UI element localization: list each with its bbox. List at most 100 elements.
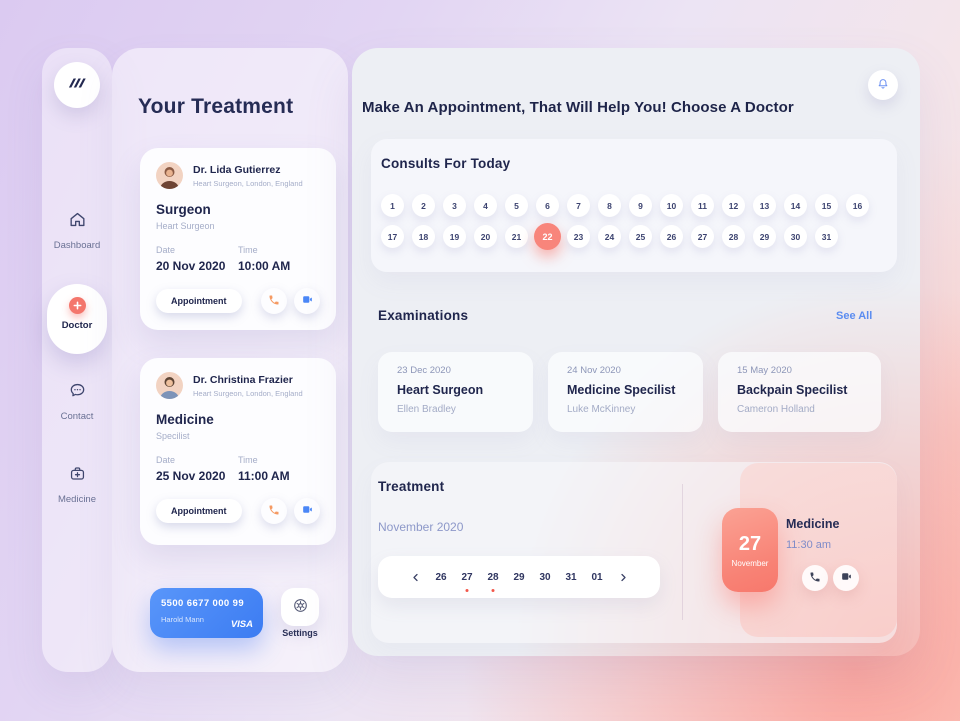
treatment-day-31[interactable]: 31	[565, 571, 577, 583]
date-value: 20 Nov 2020	[156, 259, 226, 273]
appointment-date-tile: 27 November	[722, 508, 778, 592]
exam-date: 24 Nov 2020	[567, 365, 621, 376]
treatment-day-28[interactable]: 28	[485, 569, 501, 592]
notifications-button[interactable]	[868, 70, 898, 100]
consult-day-20[interactable]: 20	[474, 225, 497, 248]
examinations-title: Examinations	[378, 308, 469, 323]
sidebar-item-label: Doctor	[61, 320, 93, 331]
consult-day-4[interactable]: 4	[474, 194, 497, 217]
appointment-video-button[interactable]	[833, 565, 859, 591]
chat-icon	[68, 381, 87, 405]
sidebar-item-dashboard[interactable]: Dashboard	[42, 210, 112, 251]
appointment-button[interactable]: Appointment	[156, 499, 242, 523]
consult-day-25[interactable]: 25	[629, 225, 652, 248]
consult-day-17[interactable]: 17	[381, 225, 404, 248]
doctor-specialty: Medicine	[156, 412, 214, 427]
app-logo[interactable]	[54, 62, 100, 108]
settings-button[interactable]	[281, 588, 319, 626]
treatment-card	[371, 462, 897, 643]
consult-day-26[interactable]: 26	[660, 225, 683, 248]
consult-day-21[interactable]: 21	[505, 225, 528, 248]
doctor-avatar	[156, 162, 183, 189]
consult-day-28[interactable]: 28	[722, 225, 745, 248]
doctor-card[interactable]: Dr. Lida Gutierrez Heart Surgeon, London…	[140, 148, 336, 330]
treatment-day-dot	[465, 589, 469, 592]
consult-day-31[interactable]: 31	[815, 225, 838, 248]
appointment-button[interactable]: Appointment	[156, 289, 242, 313]
appointment-call-button[interactable]	[802, 565, 828, 591]
consult-day-5[interactable]: 5	[505, 194, 528, 217]
video-camera-icon	[301, 293, 314, 309]
consult-day-29[interactable]: 29	[753, 225, 776, 248]
sidebar-item-label: Medicine	[57, 494, 97, 505]
consult-day-14[interactable]: 14	[784, 194, 807, 217]
treatment-day-01[interactable]: 01	[591, 571, 603, 583]
consult-day-24[interactable]: 24	[598, 225, 621, 248]
exam-title: Heart Surgeon	[397, 383, 484, 397]
consult-day-1[interactable]: 1	[381, 194, 404, 217]
consult-day-30[interactable]: 30	[784, 225, 807, 248]
sidebar	[42, 48, 112, 672]
consult-day-22[interactable]: 22	[534, 223, 561, 250]
sidebar-item-label: Dashboard	[53, 240, 101, 251]
time-label: Time	[238, 245, 258, 255]
appointment-specialty: Medicine	[786, 517, 840, 531]
prev-week-button[interactable]	[407, 569, 423, 585]
doctor-location: Heart Surgeon, London, England	[193, 388, 303, 398]
date-label: Date	[156, 245, 176, 255]
doctor-name: Dr. Lida Gutierrez	[193, 163, 281, 176]
treatment-day-27[interactable]: 27	[459, 569, 475, 592]
examination-card[interactable]: 23 Dec 2020 Heart Surgeon Ellen Bradley	[378, 352, 533, 432]
consult-day-10[interactable]: 10	[660, 194, 683, 217]
doctor-card[interactable]: Dr. Christina Frazier Heart Surgeon, Lon…	[140, 358, 336, 545]
consult-day-15[interactable]: 15	[815, 194, 838, 217]
card-number: 5500 6677 000 99	[161, 598, 245, 609]
payment-card[interactable]: 5500 6677 000 99 Harold Mann VISA	[150, 588, 263, 638]
video-call-button[interactable]	[294, 498, 320, 524]
treatment-date-strip: 26 27 28 29 30 31 01	[378, 556, 660, 598]
examination-card[interactable]: 15 May 2020 Backpain Specilist Cameron H…	[718, 352, 881, 432]
sidebar-item-medicine[interactable]: Medicine	[42, 464, 112, 505]
sidebar-item-doctor[interactable]: Doctor	[42, 297, 112, 331]
consult-day-18[interactable]: 18	[412, 225, 435, 248]
see-all-link[interactable]: See All	[836, 310, 873, 322]
time-value: 10:00 AM	[238, 259, 291, 273]
exam-title: Medicine Specilist	[567, 383, 676, 397]
doctor-specialty: Surgeon	[156, 202, 211, 217]
consult-day-13[interactable]: 13	[753, 194, 776, 217]
consult-day-27[interactable]: 27	[691, 225, 714, 248]
settings-label: Settings	[282, 628, 318, 638]
sidebar-item-contact[interactable]: Contact	[42, 381, 112, 422]
treatment-day-30[interactable]: 30	[539, 571, 551, 583]
sidebar-item-label: Contact	[60, 411, 94, 422]
doctor-specialty-sub: Heart Surgeon	[156, 221, 215, 231]
consult-day-9[interactable]: 9	[629, 194, 652, 217]
consult-day-19[interactable]: 19	[443, 225, 466, 248]
consults-title: Consults For Today	[381, 156, 511, 171]
examination-card[interactable]: 24 Nov 2020 Medicine Specilist Luke McKi…	[548, 352, 703, 432]
consult-day-3[interactable]: 3	[443, 194, 466, 217]
treatment-day-29[interactable]: 29	[513, 571, 525, 583]
doctor-location: Heart Surgeon, London, England	[193, 178, 303, 188]
treatment-day-26[interactable]: 26	[435, 571, 447, 583]
video-call-button[interactable]	[294, 288, 320, 314]
page-title: Your Treatment	[138, 95, 294, 118]
date-value: 25 Nov 2020	[156, 469, 226, 483]
next-week-button[interactable]	[615, 569, 631, 585]
consult-day-8[interactable]: 8	[598, 194, 621, 217]
wave-logo-icon	[66, 74, 88, 97]
doctor-avatar	[156, 372, 183, 399]
consult-day-16[interactable]: 16	[846, 194, 869, 217]
call-button[interactable]	[261, 288, 287, 314]
consult-day-7[interactable]: 7	[567, 194, 590, 217]
consult-day-6[interactable]: 6	[536, 194, 559, 217]
treatment-title: Treatment	[378, 479, 445, 494]
consult-day-11[interactable]: 11	[691, 194, 714, 217]
consult-day-2[interactable]: 2	[412, 194, 435, 217]
card-brand: VISA	[230, 619, 253, 630]
call-button[interactable]	[261, 498, 287, 524]
exam-date: 15 May 2020	[737, 365, 792, 376]
consult-day-23[interactable]: 23	[567, 225, 590, 248]
consult-day-12[interactable]: 12	[722, 194, 745, 217]
exam-date: 23 Dec 2020	[397, 365, 451, 376]
